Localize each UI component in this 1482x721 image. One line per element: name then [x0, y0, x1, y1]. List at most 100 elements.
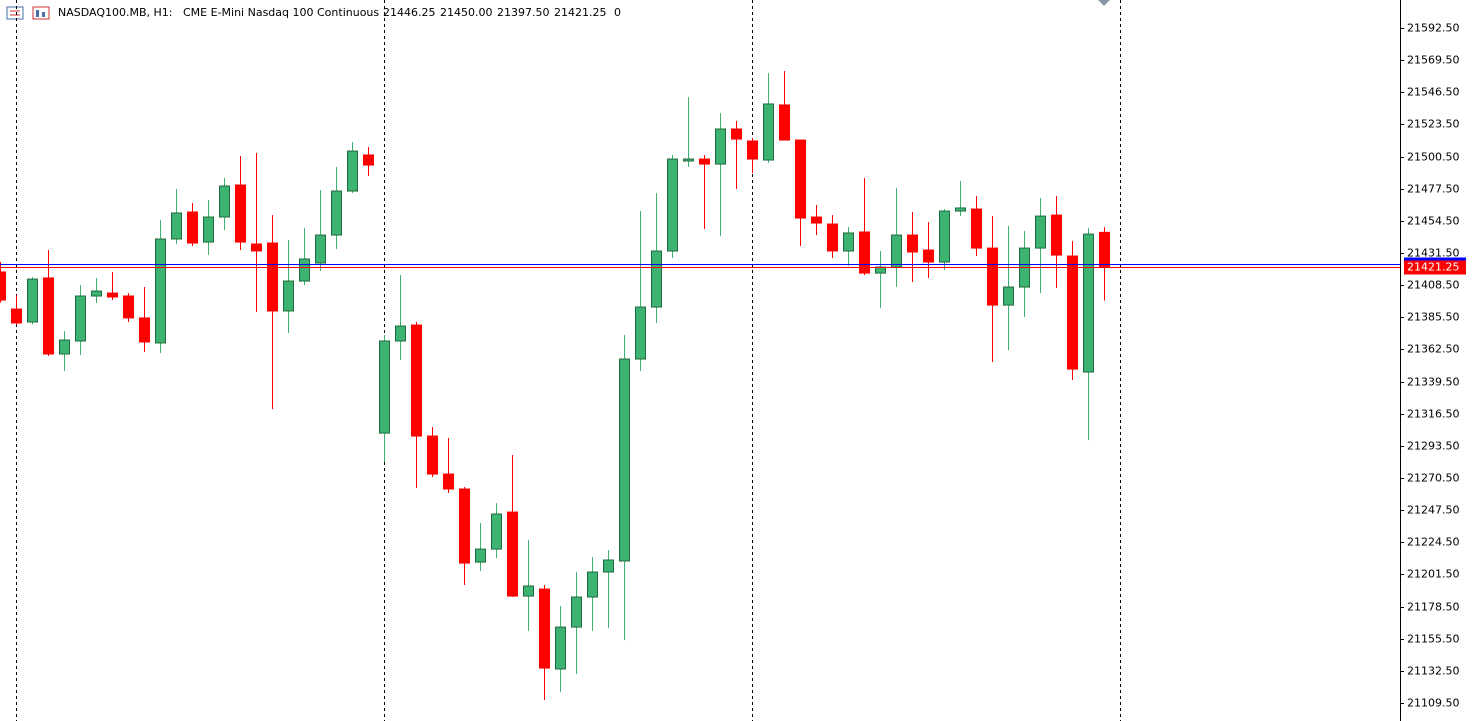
y-tick-label: 21477.50 — [1407, 183, 1460, 196]
y-tick-label: 21408.50 — [1407, 279, 1460, 292]
candle-body — [171, 212, 182, 240]
y-tick-label: 21247.50 — [1407, 504, 1460, 517]
candle-body — [619, 358, 630, 562]
candle-body — [555, 626, 566, 670]
ask-marker — [1404, 257, 1466, 261]
y-tick-label: 21270.50 — [1407, 472, 1460, 485]
candle-body — [187, 211, 198, 244]
candle-body — [363, 154, 374, 166]
bid-label-box — [1404, 260, 1466, 275]
header-symbol: NASDAQ100.MB, H1: — [58, 6, 173, 19]
candle-body — [331, 190, 342, 236]
y-tick-label: 21454.50 — [1407, 215, 1460, 228]
candle-body — [923, 249, 934, 263]
candle-body — [1067, 255, 1078, 370]
candle-body — [539, 588, 550, 669]
y-tick-label: 21293.50 — [1407, 440, 1460, 453]
candle-body — [747, 140, 758, 160]
candle-body — [779, 104, 790, 141]
candle-body — [891, 234, 902, 268]
y-tick-label: 21546.50 — [1407, 86, 1460, 99]
icon-bar — [42, 12, 45, 17]
candle-body — [1003, 286, 1014, 306]
candle-body — [1035, 215, 1046, 249]
candle-body — [139, 317, 150, 343]
candle-body — [859, 231, 870, 274]
candle-body — [907, 234, 918, 253]
icon-chart[interactable] — [32, 6, 50, 20]
y-tick-label: 21178.50 — [1407, 601, 1460, 614]
candle-body — [235, 184, 246, 243]
candle-body — [203, 216, 214, 243]
candle-body — [155, 238, 166, 344]
candle-body — [11, 308, 22, 324]
candle-body — [219, 185, 230, 218]
chart-shift-marker[interactable] — [1098, 0, 1110, 6]
header-open: 21446.25 — [383, 6, 436, 19]
header-close: 21421.25 — [554, 6, 607, 19]
candle-body — [427, 435, 438, 475]
candle-body — [379, 340, 390, 434]
candle-body — [395, 325, 406, 342]
candle-body — [411, 324, 422, 437]
candle-body — [571, 596, 582, 628]
candle-body — [75, 295, 86, 342]
candle-body — [267, 242, 278, 312]
header-description: CME E-Mini Nasdaq 100 Continuous — [183, 6, 379, 19]
y-tick-label: 21385.50 — [1407, 311, 1460, 324]
y-tick-label: 21592.50 — [1407, 22, 1460, 35]
y-tick-label: 21132.50 — [1407, 665, 1460, 678]
y-tick-label: 21109.50 — [1407, 697, 1460, 710]
candle-body — [795, 139, 806, 219]
candle-body — [443, 473, 454, 490]
candle-body — [43, 277, 54, 355]
candle-body — [0, 271, 6, 301]
candle-body — [1099, 231, 1110, 268]
candle-body — [299, 258, 310, 282]
y-tick-label: 21431.50 — [1407, 247, 1460, 260]
y-tick-label: 21500.50 — [1407, 151, 1460, 164]
candle-body — [955, 207, 966, 212]
y-tick-label: 21339.50 — [1407, 376, 1460, 389]
candle-body — [1051, 214, 1062, 256]
icon-bar — [36, 10, 39, 17]
y-tick-label: 21523.50 — [1407, 118, 1460, 131]
header-volume: 0 — [614, 6, 621, 19]
candle-body — [347, 150, 358, 192]
candle-body — [843, 232, 854, 252]
candle-body — [987, 247, 998, 306]
candle-body — [1083, 233, 1094, 373]
candle-body — [587, 571, 598, 598]
candle-body — [651, 250, 662, 308]
candle-body — [667, 158, 678, 252]
candle-body — [635, 306, 646, 360]
candle-body — [59, 339, 70, 355]
icon-list[interactable] — [6, 6, 24, 20]
candle-body — [491, 513, 502, 550]
candle-body — [27, 278, 38, 323]
candle-body — [827, 223, 838, 252]
candle-body — [603, 559, 614, 573]
candle-body — [683, 158, 694, 162]
y-tick-label: 21201.50 — [1407, 568, 1460, 581]
header-low: 21397.50 — [497, 6, 550, 19]
candle-body — [763, 103, 774, 161]
candle-body — [939, 210, 950, 263]
candle-body — [699, 158, 710, 165]
candle-body — [107, 292, 118, 298]
candle-body — [731, 128, 742, 140]
candle-body — [811, 216, 822, 224]
header-icons — [6, 6, 50, 20]
header-high: 21450.00 — [440, 6, 493, 19]
y-tick-label: 21362.50 — [1407, 343, 1460, 356]
y-tick-label: 21224.50 — [1407, 536, 1460, 549]
bid-label: 21421.25 — [1407, 261, 1460, 274]
candle-body — [971, 208, 982, 249]
candle-body — [507, 511, 518, 597]
candle-body — [475, 548, 486, 563]
candle-body — [315, 234, 326, 264]
candle-body — [91, 290, 102, 297]
candle-body — [251, 243, 262, 252]
candle-body — [283, 280, 294, 312]
